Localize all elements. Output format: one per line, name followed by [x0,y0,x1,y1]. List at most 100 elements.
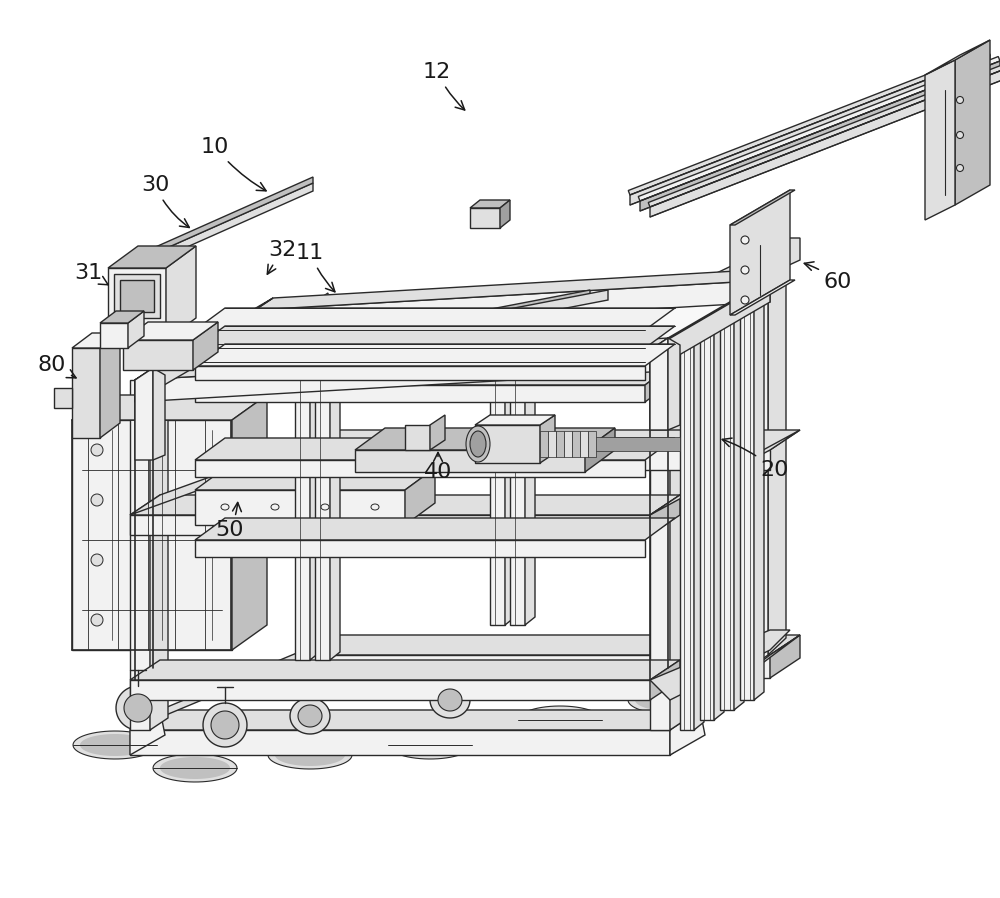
Polygon shape [72,348,100,438]
Polygon shape [470,200,510,208]
Polygon shape [405,468,435,525]
Polygon shape [195,468,435,490]
Polygon shape [510,320,525,625]
Polygon shape [640,61,1000,211]
Polygon shape [470,208,500,228]
Polygon shape [660,238,800,320]
Polygon shape [195,308,675,330]
Polygon shape [128,311,144,348]
Polygon shape [153,754,237,782]
Polygon shape [130,710,165,755]
Text: 50: 50 [216,503,244,540]
Polygon shape [203,703,247,747]
Polygon shape [195,540,645,557]
Polygon shape [540,437,680,451]
Polygon shape [135,338,668,380]
Text: 60: 60 [804,262,852,292]
Polygon shape [130,380,150,730]
Ellipse shape [956,164,964,172]
Polygon shape [255,280,770,332]
Polygon shape [925,40,990,75]
Polygon shape [500,200,510,228]
Polygon shape [556,431,564,457]
Polygon shape [54,388,72,408]
Polygon shape [195,460,645,477]
Polygon shape [330,290,590,350]
Polygon shape [650,630,790,700]
Polygon shape [754,302,764,700]
Ellipse shape [956,131,964,138]
Polygon shape [720,320,734,710]
Polygon shape [660,300,670,340]
Polygon shape [770,635,800,678]
Polygon shape [135,310,255,402]
Polygon shape [628,686,712,714]
Polygon shape [130,495,680,515]
Polygon shape [650,268,788,350]
Polygon shape [100,333,120,438]
Ellipse shape [321,504,329,510]
Polygon shape [638,57,1000,201]
Polygon shape [255,268,788,310]
Polygon shape [680,340,694,730]
Polygon shape [730,190,790,315]
Polygon shape [195,518,675,540]
Polygon shape [153,368,165,460]
Text: 31: 31 [74,263,108,285]
Polygon shape [108,246,196,268]
Ellipse shape [470,431,486,457]
Polygon shape [650,338,668,430]
Polygon shape [955,40,990,205]
Text: 10: 10 [201,137,266,190]
Polygon shape [430,682,470,718]
Ellipse shape [91,614,103,626]
Polygon shape [195,385,645,402]
Text: 40: 40 [424,453,452,482]
Polygon shape [355,428,615,450]
Polygon shape [130,635,340,730]
Polygon shape [130,730,670,755]
Polygon shape [195,326,675,348]
Polygon shape [123,322,218,340]
Polygon shape [130,430,340,515]
Polygon shape [310,430,800,450]
Ellipse shape [956,96,964,103]
Polygon shape [193,322,218,370]
Polygon shape [310,293,328,655]
Polygon shape [650,430,800,515]
Polygon shape [670,710,705,755]
Polygon shape [730,280,795,315]
Polygon shape [135,350,650,402]
Polygon shape [925,60,955,220]
Ellipse shape [91,494,103,506]
Text: 20: 20 [722,438,789,480]
Polygon shape [630,55,990,205]
Polygon shape [518,706,602,734]
Polygon shape [195,490,405,525]
Polygon shape [714,322,724,720]
Text: 80: 80 [38,355,76,378]
Ellipse shape [91,444,103,456]
Polygon shape [650,280,770,372]
Polygon shape [670,338,688,730]
Polygon shape [120,280,154,312]
Ellipse shape [741,236,749,244]
Polygon shape [505,312,515,625]
Polygon shape [438,689,462,711]
Polygon shape [355,450,585,472]
Polygon shape [195,363,675,385]
Polygon shape [135,368,153,460]
Text: 32: 32 [267,240,296,274]
Polygon shape [650,350,670,730]
Ellipse shape [741,296,749,304]
Polygon shape [525,312,535,625]
Text: 12: 12 [423,62,465,110]
Polygon shape [348,290,608,350]
Ellipse shape [221,504,229,510]
Polygon shape [108,268,166,340]
Polygon shape [72,333,120,348]
Polygon shape [734,312,744,710]
Polygon shape [548,431,556,457]
Polygon shape [648,63,1000,207]
Polygon shape [650,660,680,700]
